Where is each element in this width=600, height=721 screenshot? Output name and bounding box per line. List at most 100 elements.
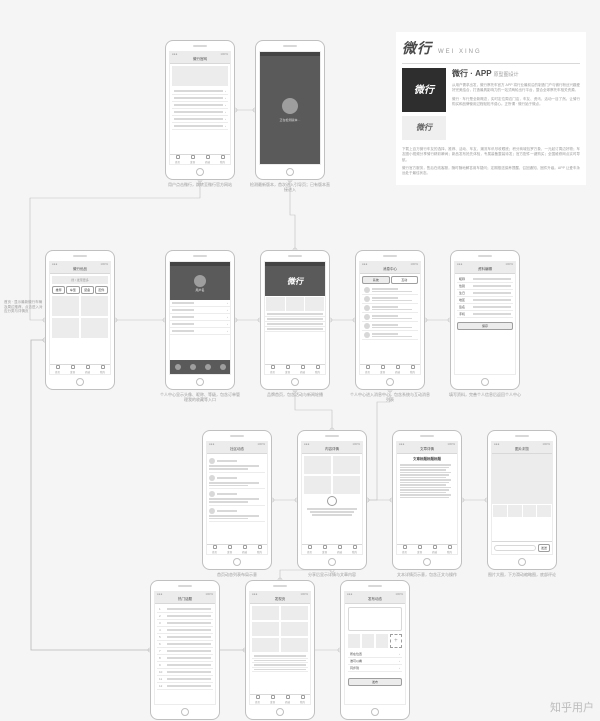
detail-img-0[interactable] [304,456,331,474]
product-card-0[interactable] [52,296,79,316]
tab-2[interactable]: 商城 [332,545,347,554]
home-button[interactable] [328,558,336,566]
comment-input[interactable] [494,545,536,551]
tab-1[interactable]: 发现 [317,545,332,554]
msg-row-4[interactable] [362,322,418,331]
disc-card-4[interactable] [252,638,279,652]
tab-2[interactable]: 商城 [200,155,215,164]
tab-1[interactable]: 发现 [375,365,390,374]
field-2[interactable]: 生日 [457,290,513,297]
topic-row-6[interactable]: 7 [157,648,213,655]
thumb-3[interactable] [537,505,551,517]
field-4[interactable]: 签名 [457,304,513,311]
disc-card-2[interactable] [252,622,279,636]
tab-3[interactable]: 我的 [252,545,267,554]
tab-2[interactable]: 商城 [390,365,405,374]
tab-3[interactable]: 我的 [405,365,420,374]
topic-row-3[interactable]: 4 [157,627,213,634]
send-button[interactable]: 发送 [538,544,550,552]
footer-ico-0[interactable] [175,364,181,370]
cat-tab-1[interactable]: 车型 [66,286,79,294]
save-button[interactable]: 保存 [457,322,513,330]
tab-0[interactable]: 首页 [250,695,265,704]
search-bar[interactable]: 搜 / 发现更多 [52,276,108,284]
topic-row-7[interactable]: 8 [157,655,213,662]
menu-row-1[interactable]: › [170,307,230,314]
msg-row-2[interactable] [362,304,418,313]
tab-0[interactable]: 首页 [302,545,317,554]
tab-0[interactable]: 首页 [170,155,185,164]
field-1[interactable]: 性别 [457,283,513,290]
compose-opt-1[interactable]: 谁可以看› [348,658,402,665]
footer-ico-3[interactable] [220,364,226,370]
tab-1[interactable]: 发现 [280,365,295,374]
product-card-1[interactable] [81,296,108,316]
avatar-large[interactable] [194,275,206,287]
compose-textarea[interactable] [348,607,402,631]
tab-0[interactable]: 首页 [397,545,412,554]
topic-row-8[interactable]: 9 [157,662,213,669]
tab-0[interactable]: 首页 [360,365,375,374]
thumb-2[interactable] [523,505,537,517]
topic-row-4[interactable]: 5 [157,634,213,641]
msg-row-0[interactable] [362,286,418,295]
menu-row-2[interactable]: › [170,314,230,321]
msg-tab-1[interactable]: 互动 [391,276,419,284]
tab-3[interactable]: 我的 [310,365,325,374]
detail-img-1[interactable] [333,456,360,474]
field-0[interactable]: 昵称 [457,276,513,283]
thumb-1[interactable] [508,505,522,517]
field-5[interactable]: 手机 [457,311,513,318]
compose-img-2[interactable] [376,634,388,648]
tab-1[interactable]: 发现 [65,365,80,374]
topic-row-5[interactable]: 6 [157,641,213,648]
home-button[interactable] [181,708,189,716]
msg-tab-0[interactable]: 系统 [362,276,390,284]
feed-item-2[interactable] [209,489,265,506]
home-button[interactable] [76,378,84,386]
msg-row-1[interactable] [362,295,418,304]
feed-item-3[interactable] [209,506,265,523]
compose-img-0[interactable] [348,634,360,648]
list-row-2[interactable]: › [172,102,228,109]
publish-button[interactable]: 发布 [348,678,402,686]
msg-row-5[interactable] [362,331,418,340]
gallery-main[interactable] [492,454,552,504]
feed-item-1[interactable] [209,473,265,490]
tab-1[interactable]: 发现 [265,695,280,704]
tab-3[interactable]: 我的 [95,365,110,374]
detail-img-2[interactable] [304,476,331,494]
tab-2[interactable]: 商城 [80,365,95,374]
tab-0[interactable]: 首页 [50,365,65,374]
tab-0[interactable]: 首页 [207,545,222,554]
compose-opt-2[interactable]: 同步到› [348,665,402,672]
list-row-0[interactable]: › [172,88,228,95]
footer-ico-1[interactable] [190,364,196,370]
tab-2[interactable]: 商城 [280,695,295,704]
tab-3[interactable]: 我的 [442,545,457,554]
tab-3[interactable]: 我的 [215,155,230,164]
home-button[interactable] [196,378,204,386]
topic-row-0[interactable]: 1 [157,606,213,613]
thumb-0[interactable] [493,505,507,517]
detail-img-3[interactable] [333,476,360,494]
cat-tab-0[interactable]: 推荐 [52,286,65,294]
home-button[interactable] [291,378,299,386]
home-button[interactable] [386,378,394,386]
tab-2[interactable]: 商城 [295,365,310,374]
topic-row-10[interactable]: 11 [157,676,213,683]
msg-row-3[interactable] [362,313,418,322]
footer-ico-2[interactable] [205,364,211,370]
tab-1[interactable]: 发现 [222,545,237,554]
menu-row-0[interactable]: › [170,300,230,307]
list-row-1[interactable]: › [172,95,228,102]
product-card-3[interactable] [81,318,108,338]
cat-tab-3[interactable]: 配件 [95,286,108,294]
cat-tab-2[interactable]: 装备 [81,286,94,294]
disc-card-1[interactable] [281,606,308,620]
promo-0[interactable] [266,297,285,311]
disc-card-5[interactable] [281,638,308,652]
fab-icon[interactable] [327,496,337,506]
home-button[interactable] [196,168,204,176]
feed-item-0[interactable] [209,456,265,473]
